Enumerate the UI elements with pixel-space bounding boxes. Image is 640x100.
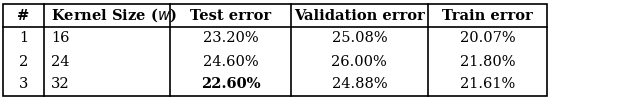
Text: 32: 32 [51, 78, 70, 92]
Text: Kernel Size ($w$): Kernel Size ($w$) [51, 7, 177, 24]
Text: 23.20%: 23.20% [203, 32, 258, 46]
Text: 25.08%: 25.08% [332, 32, 387, 46]
Text: 20.07%: 20.07% [460, 32, 515, 46]
Text: Test error: Test error [190, 8, 271, 22]
Text: Train error: Train error [442, 8, 532, 22]
Text: Validation error: Validation error [294, 8, 425, 22]
Text: 26.00%: 26.00% [332, 55, 387, 69]
Bar [3, 4, 547, 96]
Text: 21.80%: 21.80% [460, 55, 515, 69]
Text: #: # [17, 8, 29, 22]
Text: 21.61%: 21.61% [460, 78, 515, 92]
Text: 24.60%: 24.60% [203, 55, 258, 69]
Text: 24.88%: 24.88% [332, 78, 387, 92]
Text: 3: 3 [19, 78, 28, 92]
Text: 1: 1 [19, 32, 28, 46]
Text: 16: 16 [51, 32, 70, 46]
Text: 2: 2 [19, 55, 28, 69]
Text: 22.60%: 22.60% [200, 78, 260, 92]
Text: 24: 24 [51, 55, 70, 69]
